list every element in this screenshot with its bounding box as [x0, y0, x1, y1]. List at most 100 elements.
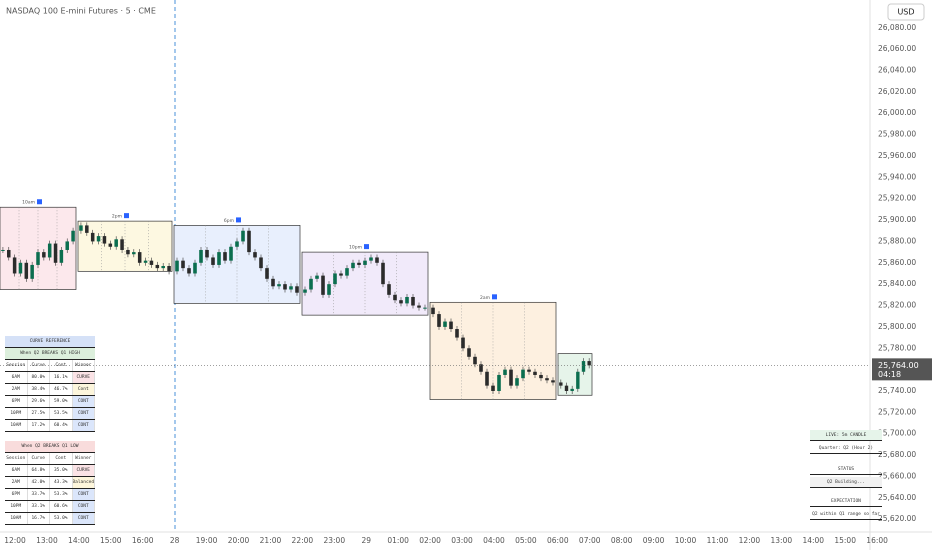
- table-cell: 53.5%: [50, 408, 73, 419]
- session-marker: [492, 294, 497, 300]
- candle: [417, 305, 421, 308]
- candle: [333, 273, 337, 285]
- y-tick-label: 25,980.00: [878, 130, 916, 139]
- candle: [289, 286, 293, 290]
- y-tick-label: 25,780.00: [878, 343, 916, 352]
- x-tick-label: 04:00: [483, 536, 505, 545]
- candle: [24, 262, 29, 279]
- currency[interactable]: USD: [897, 8, 914, 17]
- candle: [357, 262, 361, 265]
- candle: [79, 225, 83, 231]
- candle: [217, 252, 221, 265]
- table-cell: 60.6%: [50, 501, 73, 512]
- candle: [143, 260, 148, 263]
- candle: [405, 296, 409, 304]
- candle: [1, 249, 5, 251]
- table-row: 6PM 29.6% 59.0% CONT: [5, 396, 95, 408]
- candle: [351, 262, 355, 269]
- header-cell: Session: [5, 453, 28, 464]
- candle: [527, 369, 531, 372]
- y-tick-label: 25,700.00: [878, 429, 916, 438]
- session-box: [77, 220, 173, 272]
- candle: [167, 266, 171, 272]
- candle: [431, 307, 435, 315]
- candle: [559, 382, 563, 386]
- table-cell: 53.0%: [50, 513, 73, 524]
- table-cell: 29.6%: [28, 396, 50, 407]
- candle: [71, 230, 75, 242]
- table-title: When Q2 BREAKS Q1 LOW: [5, 441, 95, 452]
- currency-button[interactable]: [887, 3, 925, 21]
- candle: [295, 286, 299, 293]
- candle: [339, 273, 343, 276]
- table-cell: 42.0%: [28, 477, 50, 488]
- candle: [47, 243, 52, 258]
- candle: [455, 329, 459, 338]
- candle: [132, 252, 136, 255]
- candle: [229, 246, 233, 261]
- candle: [12, 257, 17, 274]
- candle: [467, 348, 471, 357]
- table-cell: Cont: [72, 384, 95, 395]
- session-marker: [364, 244, 369, 250]
- candle: [149, 260, 154, 265]
- candle: [491, 385, 495, 391]
- candle: [126, 249, 130, 255]
- candle: [253, 252, 257, 258]
- table-cell: CURVE: [72, 372, 95, 383]
- x-tick-label: 29: [361, 536, 371, 545]
- table-cell: 59.0%: [50, 396, 73, 407]
- header-cell: Curve: [28, 453, 50, 464]
- table-title: CURVE REFERENCE: [5, 336, 95, 347]
- candle: [223, 252, 227, 261]
- y-tick-label: 25,660.00: [878, 471, 916, 480]
- table-row: 2AM 42.0% 43.3% Balanced: [5, 477, 95, 489]
- table-row: Session Curve Cont Winner: [5, 453, 95, 465]
- candle: [59, 249, 64, 263]
- candle: [247, 230, 251, 253]
- candle: [449, 321, 453, 330]
- candle: [461, 337, 465, 349]
- candle: [551, 380, 555, 383]
- candle: [533, 371, 537, 375]
- candle: [102, 236, 107, 244]
- panel-title: LIVE: 5m CANDLE: [810, 430, 882, 441]
- x-tick-label: 14:00: [802, 536, 824, 545]
- candle: [187, 268, 191, 274]
- table-row: 10PM 33.1% 60.6% CONT: [5, 501, 95, 513]
- table-row: 10AM 17.2% 60.4% CONT: [5, 420, 95, 432]
- header-cell: Winner: [73, 453, 95, 464]
- candle: [521, 369, 525, 379]
- table-cell: 10PM: [5, 408, 28, 419]
- candle: [437, 314, 441, 327]
- last-price: 25,764.00: [878, 361, 919, 370]
- table-cell: CONT: [72, 513, 95, 524]
- candle: [235, 241, 239, 247]
- table-cell: 17.2%: [28, 420, 50, 431]
- table-cell: 64.8%: [28, 465, 50, 476]
- y-tick-label: 26,000.00: [878, 108, 916, 117]
- table-cell: 2AM: [5, 384, 28, 395]
- candle: [114, 239, 118, 247]
- candle: [36, 252, 40, 265]
- stats-table: CURVE REFERENCE When Q2 BREAKS Q1 HIGH Ses…: [5, 336, 95, 432]
- candle: [277, 284, 281, 287]
- session-label: 10pm: [349, 245, 362, 251]
- candle: [120, 239, 124, 250]
- table-row: 6AM 64.8% 35.0% CURVE: [5, 465, 95, 477]
- y-tick-label: 25,860.00: [878, 258, 916, 267]
- table-cell: 33.1%: [28, 501, 50, 512]
- candle: [42, 252, 46, 258]
- candle: [545, 378, 549, 381]
- candle: [570, 388, 574, 391]
- table-cell: 16.7%: [28, 513, 50, 524]
- table-cell: 46.7%: [50, 384, 73, 395]
- candle: [509, 369, 513, 386]
- candle: [315, 275, 319, 279]
- panel-status-label: STATUS: [810, 464, 882, 475]
- y-tick-label: 25,640.00: [878, 493, 916, 502]
- table-cell: 6AM: [5, 465, 28, 476]
- candle: [53, 243, 58, 263]
- candle: [259, 257, 263, 269]
- session-label: 2am: [480, 295, 490, 301]
